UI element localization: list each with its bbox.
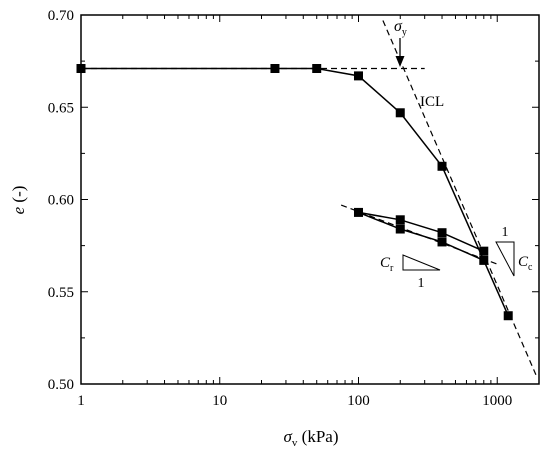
y-tick-label: 0.50 <box>48 377 74 393</box>
cr-slope-triangle <box>402 254 441 271</box>
plot-frame <box>80 14 540 385</box>
data-point <box>437 237 447 247</box>
cr-symbol: C <box>380 255 391 271</box>
data-point <box>312 64 322 74</box>
sigma-y-label: σy <box>394 18 407 38</box>
y-tick-label: 0.55 <box>48 285 74 301</box>
data-point <box>479 246 489 256</box>
x-axis-title: σv (kPa) <box>284 427 339 449</box>
y-axis-symbol: e <box>9 206 28 214</box>
x-axis-symbol: σ <box>284 427 293 446</box>
y-tick-label: 0.65 <box>48 100 74 116</box>
cr-label: Cr <box>380 255 394 274</box>
cr-subscript: r <box>390 263 394 274</box>
x-tick-label: 10 <box>212 393 227 409</box>
x-axis-unit: (kPa) <box>297 427 338 446</box>
x-tick-label: 1000 <box>482 393 512 409</box>
x-tick-label: 100 <box>347 393 370 409</box>
data-point <box>395 215 405 225</box>
x-axis-subscript: v <box>292 437 298 449</box>
data-point <box>437 228 447 238</box>
y-axis-title: e (-) <box>9 186 28 215</box>
sigma-y-arrow-head <box>395 56 405 67</box>
data-point <box>353 71 363 81</box>
data-point <box>395 224 405 234</box>
series-line-virgin-compression <box>483 260 509 317</box>
sigma-y-symbol: σ <box>394 18 403 35</box>
cc-symbol: C <box>518 254 529 270</box>
data-point <box>503 311 513 321</box>
icl-label: ICL <box>420 94 444 110</box>
data-point <box>353 207 363 217</box>
y-tick-label: 0.60 <box>48 193 74 209</box>
x-tick-label: 1 <box>77 393 85 409</box>
data-point <box>437 161 447 171</box>
cc-subscript: c <box>528 262 533 273</box>
y-axis-unit: (-) <box>9 186 28 207</box>
axis-ticks <box>80 14 540 385</box>
cc-label: Cc <box>518 254 533 273</box>
dashed-line-icl <box>382 20 537 376</box>
data-point <box>270 64 280 74</box>
cc-slope-number: 1 <box>502 225 509 240</box>
cc-slope-triangle <box>495 241 515 277</box>
data-point <box>395 108 405 118</box>
chart-lines <box>81 20 537 376</box>
data-point <box>479 255 489 265</box>
tick-labels: 1 10 100 1000 0.50 0.55 0.60 0.65 0.70 <box>48 8 512 409</box>
y-tick-label: 0.70 <box>48 8 74 24</box>
chart-markers <box>76 64 513 321</box>
sigma-y-subscript: y <box>402 27 407 38</box>
cr-slope-number: 1 <box>418 276 425 291</box>
